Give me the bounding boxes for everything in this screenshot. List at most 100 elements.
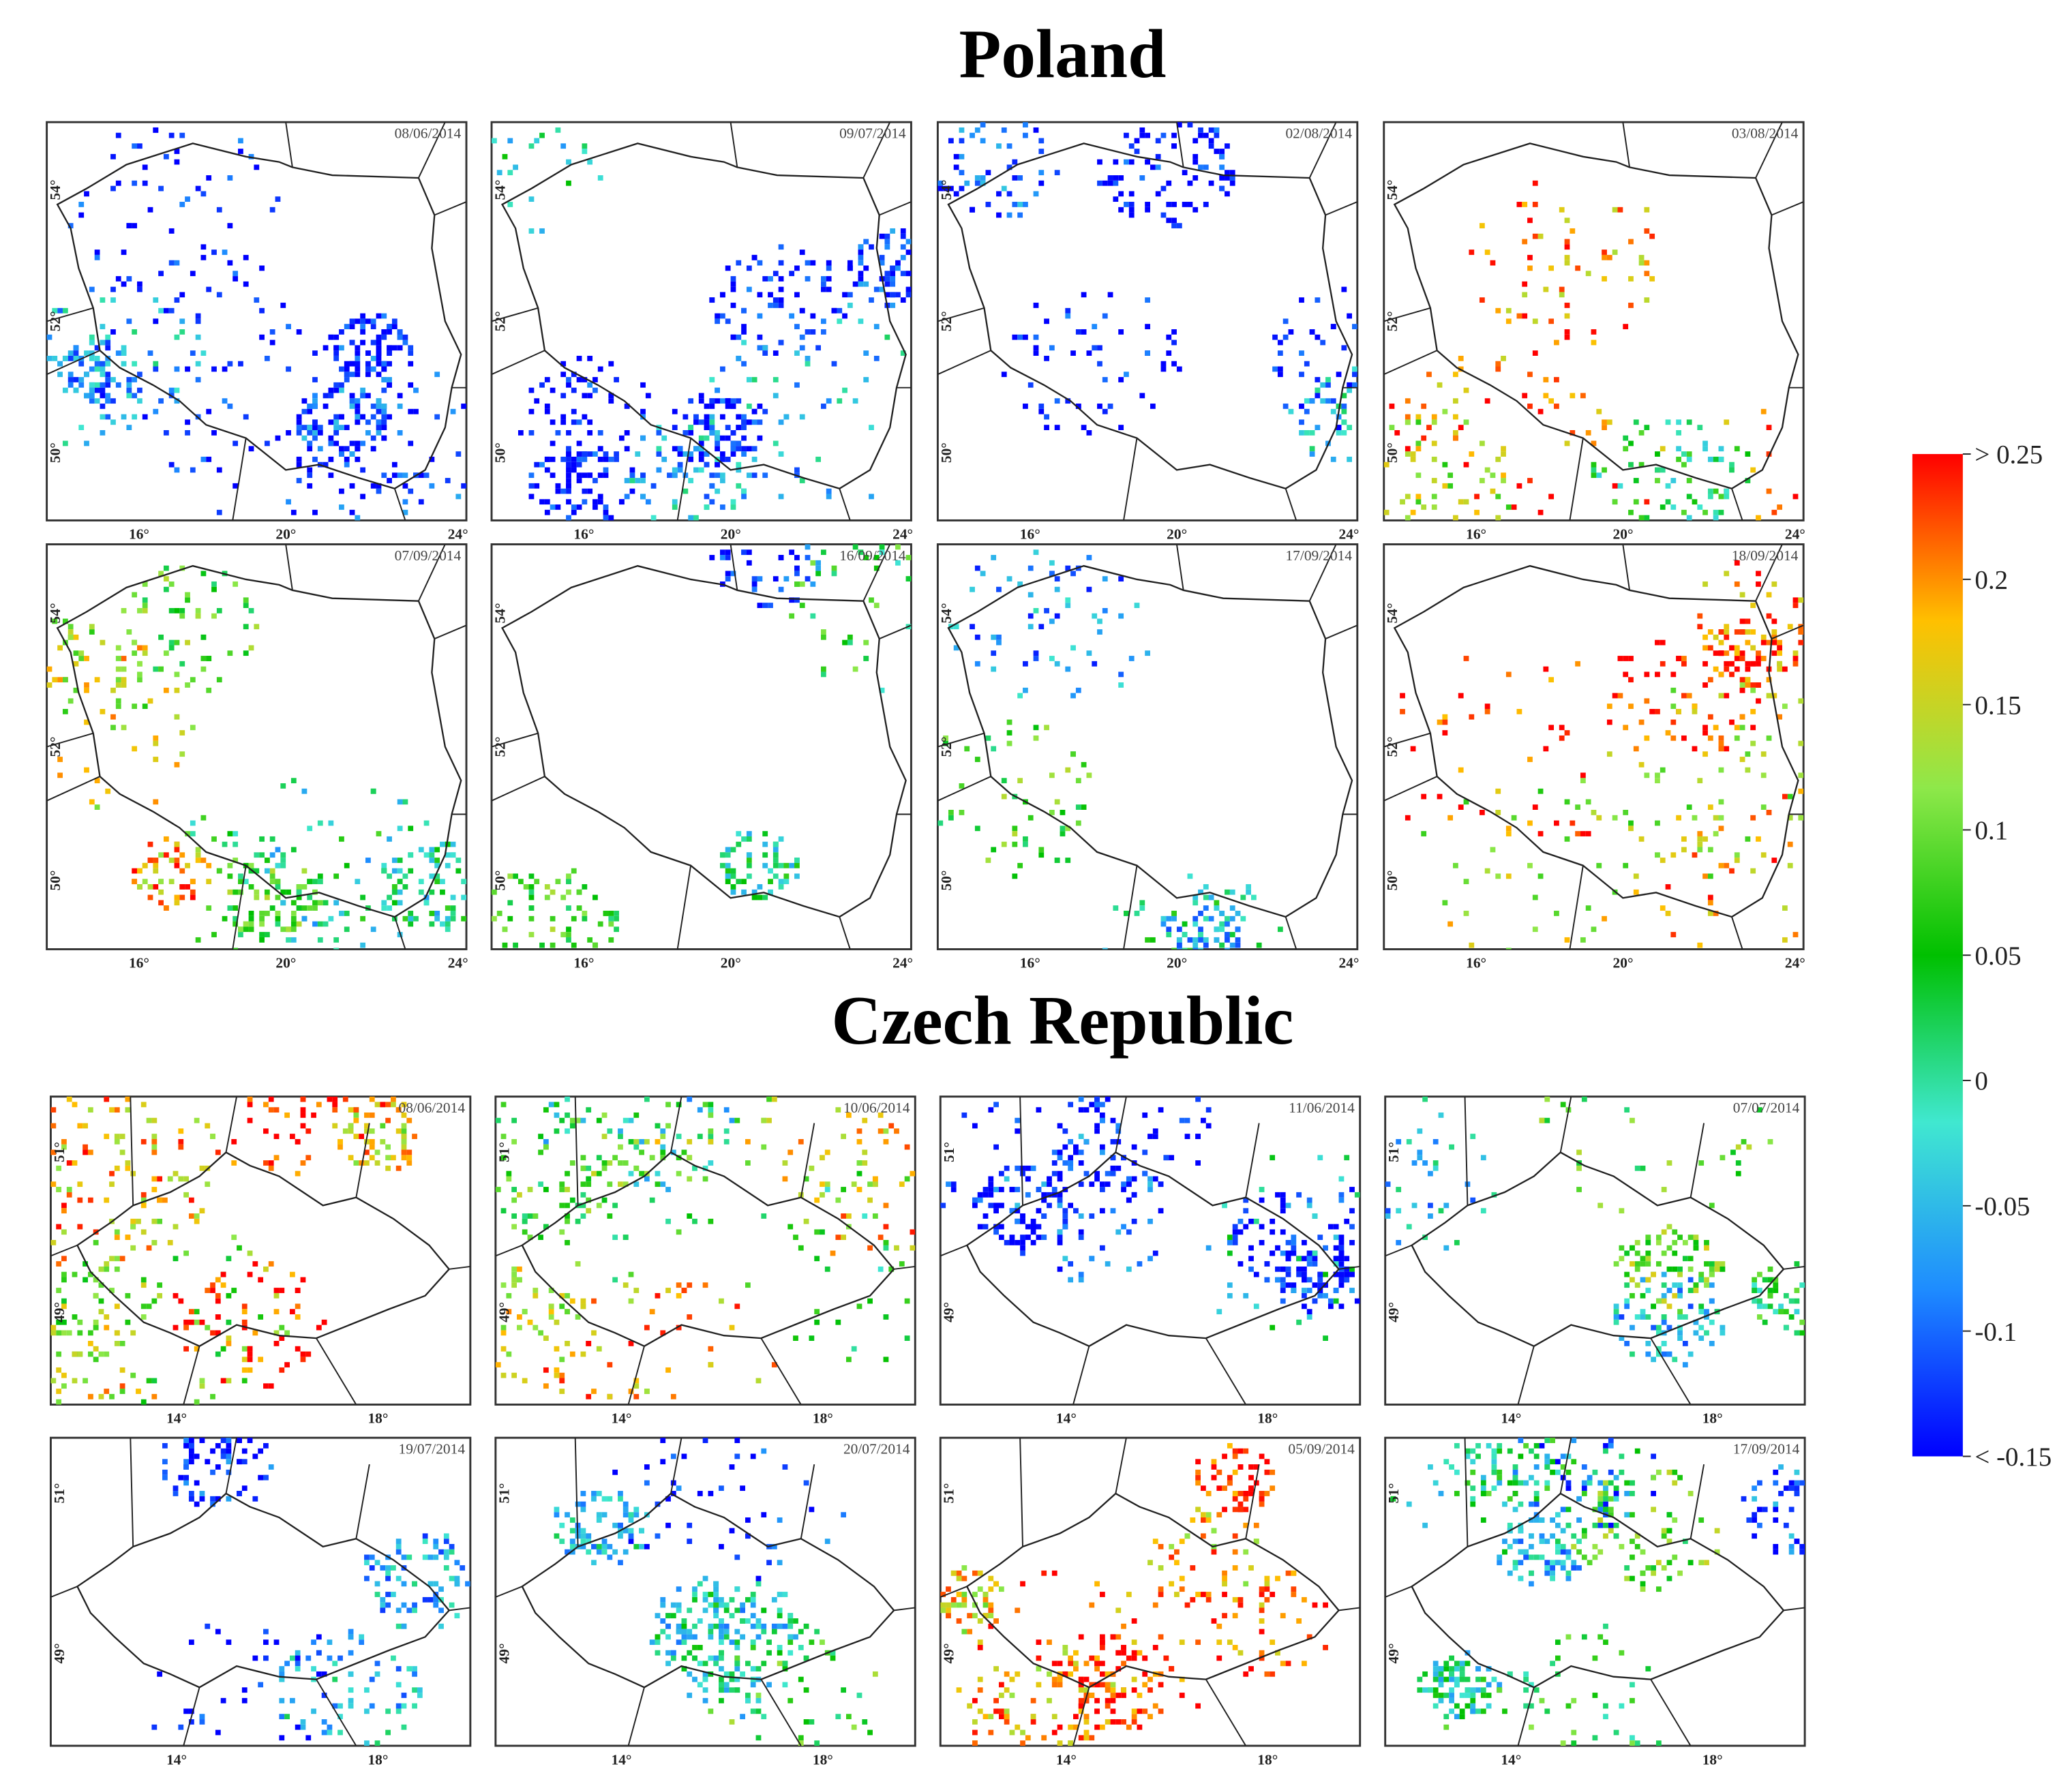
map-pixel: [284, 1054, 290, 1059]
map-pixel: [650, 1086, 655, 1091]
map-pixel: [1825, 905, 1830, 911]
map-pixel: [1421, 793, 1427, 800]
map-pixel: [1469, 249, 1475, 255]
map-pixel: [1809, 804, 1814, 810]
map-pixel: [1280, 1277, 1286, 1283]
map-pixel: [1041, 1197, 1047, 1203]
map-pixel: [580, 1404, 586, 1405]
map-pixel: [355, 456, 361, 462]
map-pixel: [1613, 1303, 1619, 1310]
map-pixel: [1692, 708, 1698, 714]
map-pixel: [232, 841, 239, 847]
map-pixel: [263, 1102, 269, 1108]
map-pixel: [998, 1224, 1004, 1230]
map-pixel: [1062, 1256, 1068, 1262]
map-pixel: [387, 836, 392, 842]
map-pixel: [927, 260, 933, 266]
map-pixel: [1645, 1351, 1651, 1357]
map-pixel: [1697, 778, 1703, 784]
map-pixel: [1655, 772, 1660, 778]
map-pixel: [1338, 1176, 1345, 1182]
map-pixel: [109, 1107, 115, 1113]
map-pixel: [576, 377, 582, 382]
map-pixel: [746, 549, 752, 556]
map-pixel: [1645, 1314, 1651, 1320]
map-pixel: [25, 677, 31, 682]
map-pixel: [339, 451, 344, 457]
map-pixel: [1762, 1319, 1768, 1325]
map-pixel: [344, 361, 350, 367]
map-pixel: [185, 366, 190, 372]
map-pixel: [348, 1107, 354, 1113]
map-pixel: [115, 276, 121, 282]
map-pixel: [991, 847, 997, 853]
map-pixel: [586, 1107, 592, 1113]
map-pixel: [500, 1346, 507, 1352]
map-pixel: [126, 629, 132, 635]
map-pixel: [381, 905, 387, 911]
map-pixel: [582, 377, 588, 382]
map-pixel: [126, 276, 132, 282]
map-pixel: [1012, 202, 1018, 207]
map-pixel: [312, 404, 318, 409]
map-pixel: [550, 456, 556, 462]
map-pixel: [991, 555, 997, 560]
map-pixel: [1152, 1134, 1158, 1139]
map-pixel: [151, 1138, 157, 1145]
map-pixel: [571, 467, 577, 473]
map-pixel: [1702, 440, 1708, 446]
map-pixel: [1306, 1261, 1312, 1267]
map-pixel: [900, 228, 906, 234]
map-pixel: [307, 429, 313, 436]
map-pixel: [858, 249, 864, 255]
map-pixel: [704, 461, 710, 468]
map-pixel: [57, 645, 63, 651]
map-pixel: [15, 367, 20, 372]
map-pixel: [1676, 815, 1681, 821]
map-pixel: [587, 937, 593, 943]
map-pixel: [1687, 1303, 1694, 1310]
map-pixel: [105, 355, 111, 361]
map-pixel: [1638, 515, 1645, 521]
map-pixel: [168, 307, 175, 314]
map-pixel: [40, 1272, 46, 1277]
lon-label: 20°: [1167, 526, 1187, 543]
map-pixel: [693, 446, 699, 452]
map-pixel: [741, 419, 747, 425]
map-pixel: [1038, 149, 1045, 154]
map-pixel: [1777, 661, 1783, 667]
map-pixel: [1883, 911, 1889, 916]
map-pixel: [1820, 926, 1825, 932]
map-pixel: [704, 435, 710, 441]
map-pixel: [241, 1303, 247, 1310]
map-pixel: [993, 1202, 999, 1209]
map-pixel: [1128, 656, 1135, 661]
map-pixel: [1713, 634, 1719, 640]
map-pixel: [300, 1112, 306, 1118]
map-pixel: [778, 555, 784, 560]
map-pixel: [248, 446, 254, 452]
map-pixel: [333, 382, 340, 388]
map-pixel: [195, 937, 201, 943]
map-pixel: [349, 339, 355, 346]
map-pixel: [397, 393, 403, 399]
map-pixel: [87, 1330, 93, 1336]
map-pixel: [762, 408, 768, 414]
map-pixel: [1070, 571, 1076, 577]
map-pixel: [125, 1165, 131, 1171]
map-pixel: [872, 1213, 878, 1219]
map-pixel: [1750, 629, 1756, 635]
map-pixel: [911, 425, 912, 430]
map-pixel: [1697, 831, 1703, 836]
map-pixel: [571, 942, 577, 948]
map-pixel: [140, 1192, 147, 1198]
map-pixel: [62, 618, 68, 624]
map-pixel: [633, 1086, 639, 1091]
map-pixel: [238, 361, 243, 367]
map-pixel: [157, 1282, 163, 1288]
map-pixel: [50, 1181, 57, 1187]
map-pixel: [736, 260, 742, 266]
map-pixel: [1282, 334, 1289, 340]
map-pixel: [566, 467, 571, 473]
map-pixel: [472, 895, 477, 900]
